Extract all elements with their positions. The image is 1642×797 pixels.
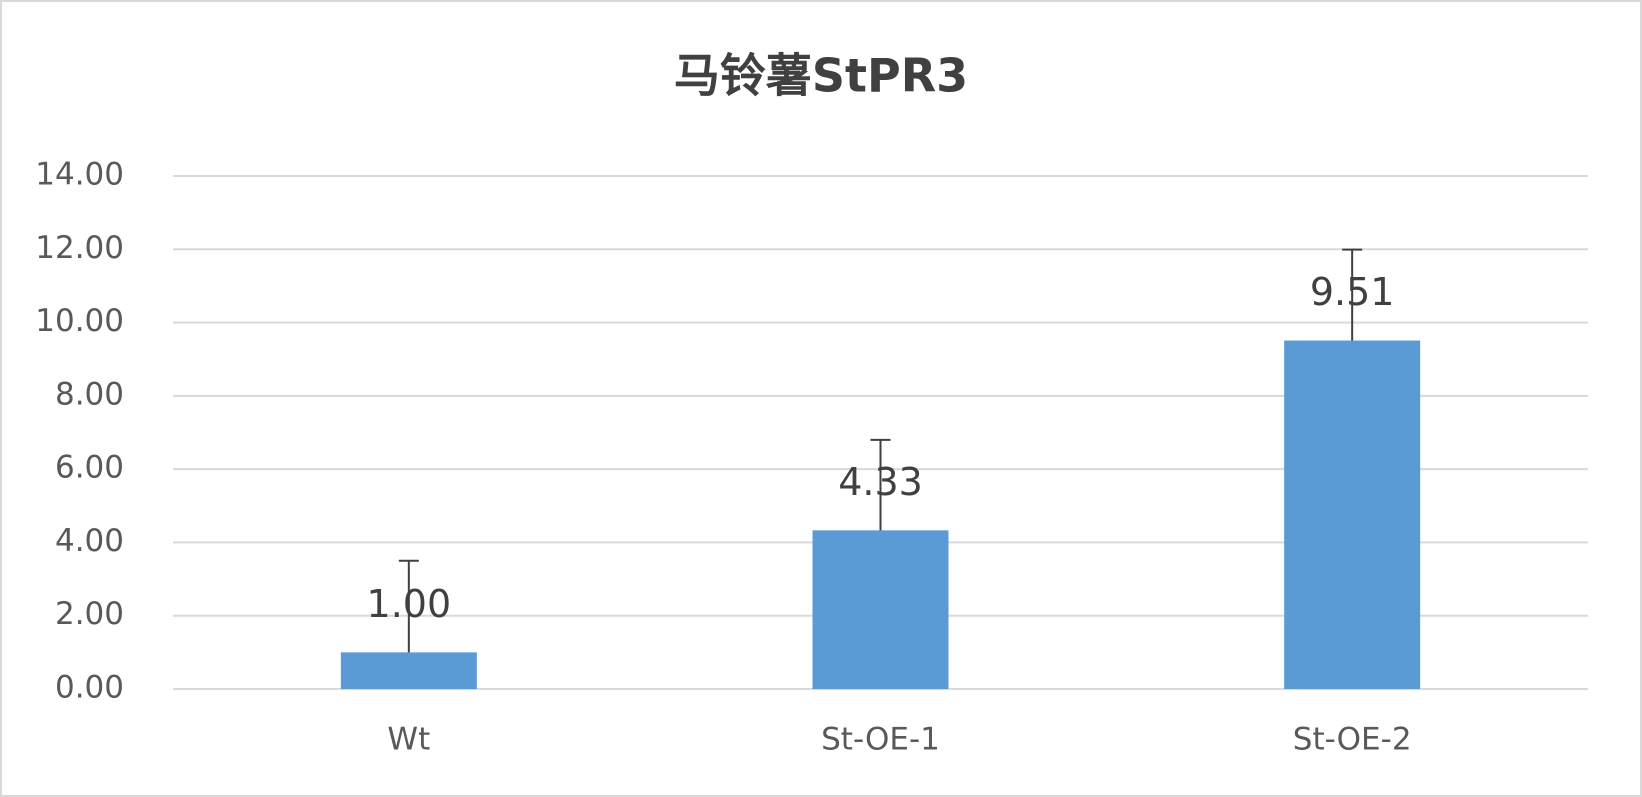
y-tick-label: 6.00: [55, 450, 124, 486]
y-tick-label: 4.00: [55, 523, 124, 559]
error-bar: [398, 559, 419, 653]
x-tick-label: St-OE-1: [821, 722, 940, 758]
error-bar: [1342, 248, 1363, 341]
data-label: 9.51: [1310, 270, 1395, 314]
error-bar: [870, 438, 891, 531]
bar: [1284, 340, 1421, 689]
y-tick-label: 10.00: [35, 303, 124, 339]
data-label: 4.33: [838, 460, 923, 504]
data-label: 1.00: [367, 582, 452, 626]
y-tick-label: 0.00: [55, 670, 124, 706]
y-tick-label: 14.00: [35, 157, 124, 193]
bar: [340, 652, 477, 689]
x-tick-label: St-OE-2: [1293, 722, 1412, 758]
y-tick-label: 2.00: [55, 596, 124, 632]
y-tick-label: 8.00: [55, 376, 124, 412]
y-tick-label: 12.00: [35, 230, 124, 266]
chart-title: 马铃薯StPR3: [674, 49, 968, 103]
bar: [812, 530, 949, 689]
x-tick-label: Wt: [387, 722, 430, 758]
